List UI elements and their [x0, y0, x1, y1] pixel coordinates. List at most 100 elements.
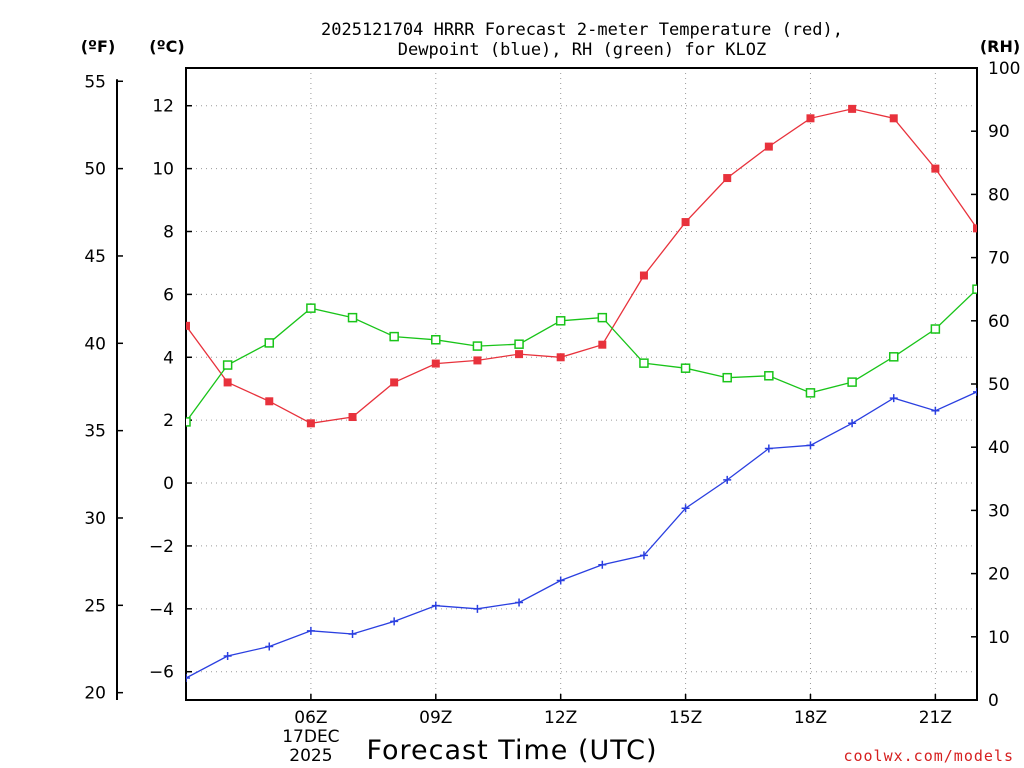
x-tick-label: 12Z	[544, 708, 577, 728]
rh-tick-label: 30	[988, 501, 1010, 521]
rh-point	[555, 316, 566, 326]
dewpoint-point	[681, 504, 690, 513]
fahrenheit-unit-label: (ºF)	[81, 37, 116, 56]
fahrenheit-tick-label: 55	[84, 72, 106, 92]
rh-point	[186, 417, 191, 427]
temperature-line	[186, 108, 977, 424]
axes	[116, 67, 978, 701]
celsius-tick-label: −4	[149, 600, 174, 620]
tick-labels: 2025303540455055−6−4−2024681012010203040…	[84, 59, 1020, 766]
temperature-point	[186, 321, 190, 330]
rh-point	[805, 388, 816, 398]
x-axis-title: Forecast Time (UTC)	[366, 735, 657, 766]
fahrenheit-tick-label: 25	[84, 596, 106, 616]
rh-series	[186, 284, 977, 427]
temperature-point	[681, 218, 690, 227]
temperature-point	[889, 114, 898, 123]
rh-point	[972, 284, 977, 294]
temperature-point	[639, 271, 648, 280]
rh-tick-label: 0	[988, 691, 999, 711]
rh-point	[847, 377, 857, 387]
fahrenheit-tick-label: 50	[84, 160, 106, 180]
dewpoint-point	[473, 604, 482, 613]
rh-unit-label: (RH)	[980, 37, 1020, 56]
fahrenheit-tick-label: 40	[84, 334, 106, 354]
celsius-tick-label: −6	[149, 663, 174, 683]
dewpoint-point	[889, 394, 898, 403]
celsius-tick-label: 12	[152, 97, 174, 117]
fahrenheit-tick-label: 30	[84, 509, 106, 529]
temperature-point	[723, 174, 732, 183]
fahrenheit-tick-label: 45	[84, 247, 106, 267]
temperature-point	[806, 114, 815, 123]
temperature-point	[848, 104, 857, 113]
dewpoint-point	[306, 626, 315, 635]
celsius-tick-label: 0	[163, 474, 174, 494]
dewpoint-point	[223, 651, 232, 660]
rh-point	[514, 339, 524, 349]
rh-point	[389, 331, 399, 342]
temperature-point	[931, 164, 940, 173]
x-tick-label: 15Z	[669, 708, 702, 728]
fahrenheit-tick-label: 20	[84, 684, 106, 704]
temperature-point	[306, 419, 315, 428]
data-series	[186, 104, 977, 682]
source-credit: coolwx.com/models	[843, 747, 1014, 765]
temperature-point	[515, 350, 524, 359]
temperature-point	[764, 142, 773, 151]
celsius-unit-label: (ºC)	[149, 37, 184, 56]
temperature-point	[473, 356, 482, 365]
rh-point	[888, 352, 899, 362]
rh-point	[347, 312, 358, 323]
dewpoint-point	[431, 601, 440, 610]
x-tick-label: 21Z	[919, 708, 952, 728]
rh-tick-label: 10	[988, 628, 1010, 648]
dewpoint-point	[515, 598, 524, 607]
rh-point	[764, 371, 774, 381]
rh-point	[597, 312, 608, 323]
dewpoint-point	[265, 642, 274, 651]
dewpoint-point	[598, 560, 607, 569]
rh-point	[306, 303, 316, 313]
celsius-tick-label: 4	[163, 348, 174, 368]
rh-tick-label: 40	[988, 438, 1010, 458]
temperature-point	[348, 413, 357, 422]
temperature-point	[598, 340, 607, 349]
celsius-tick-label: 8	[163, 223, 174, 243]
chart-title-line1: 2025121704 HRRR Forecast 2-meter Tempera…	[321, 20, 843, 40]
rh-point	[930, 324, 941, 334]
dewpoint-point	[806, 441, 815, 450]
dewpoint-point	[639, 551, 648, 560]
rh-tick-label: 70	[988, 249, 1010, 269]
rh-point	[264, 338, 275, 348]
celsius-tick-label: −2	[149, 537, 174, 557]
rh-tick-label: 90	[988, 122, 1010, 142]
rh-point	[472, 341, 483, 351]
rh-point	[722, 372, 732, 383]
dewpoint-point	[556, 576, 565, 585]
dewpoint-point	[931, 406, 940, 415]
rh-point	[680, 363, 691, 373]
rh-point	[222, 360, 233, 370]
dewpoint-point	[764, 444, 773, 453]
grid-lines	[186, 68, 977, 700]
dewpoint-point	[723, 475, 732, 484]
rh-tick-label: 100	[988, 59, 1020, 79]
dewpoint-point	[973, 387, 977, 396]
dewpoint-point	[848, 419, 857, 428]
rh-tick-label: 20	[988, 565, 1010, 585]
rh-tick-label: 80	[988, 185, 1010, 205]
rh-tick-label: 60	[988, 312, 1010, 332]
temperature-point	[265, 397, 274, 406]
x-tick-label: 18Z	[794, 708, 827, 728]
celsius-tick-label: 2	[163, 411, 174, 431]
plot-frame	[185, 67, 978, 701]
temperature-point	[556, 353, 565, 362]
x-tick-label: 06Z	[294, 708, 327, 728]
x-year-label: 2025	[289, 746, 332, 766]
temperature-point	[973, 224, 977, 233]
rh-line	[186, 288, 977, 423]
x-tick-label: 09Z	[419, 708, 452, 728]
x-date-label: 17DEC	[282, 727, 339, 747]
